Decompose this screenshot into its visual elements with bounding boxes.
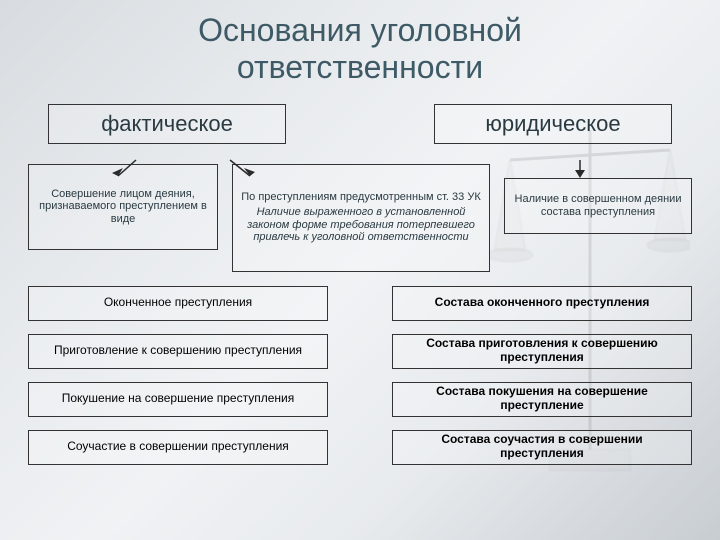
head-right: юридическое	[434, 104, 672, 144]
row-right: Состава покушения на совершение преступл…	[392, 382, 692, 417]
row-left: Покушение на совершение преступления	[28, 382, 328, 417]
desc-mid-top: По преступлениям предусмотренным ст. 33 …	[241, 191, 480, 204]
main-title: Основания уголовной ответственности	[0, 0, 720, 86]
desc-mid: По преступлениям предусмотренным ст. 33 …	[232, 164, 490, 272]
table-row: Соучастие в совершении преступления Сост…	[28, 430, 692, 465]
table-row: Оконченное преступления Состава оконченн…	[28, 286, 692, 321]
row-left: Соучастие в совершении преступления	[28, 430, 328, 465]
desc-right: Наличие в совершенном деянии состава пре…	[504, 178, 692, 234]
title-line2: ответственности	[0, 49, 720, 86]
table-row: Приготовление к совершению преступления …	[28, 334, 692, 369]
row-right: Состава оконченного преступления	[392, 286, 692, 321]
row-left: Оконченное преступления	[28, 286, 328, 321]
row-left: Приготовление к совершению преступления	[28, 334, 328, 369]
head-left: фактическое	[48, 104, 286, 144]
table-row: Покушение на совершение преступления Сос…	[28, 382, 692, 417]
arrow-mid-down-icon	[220, 158, 260, 182]
rows-grid: Оконченное преступления Состава оконченн…	[0, 272, 720, 465]
row-right: Состава приготовления к совершению прест…	[392, 334, 692, 369]
arrow-right-down-icon	[568, 158, 592, 182]
title-line1: Основания уголовной	[0, 12, 720, 49]
row-right: Состава соучастия в совершении преступле…	[392, 430, 692, 465]
desc-mid-body: Наличие выраженного в установленной зако…	[239, 206, 483, 244]
arrow-left-down-icon	[108, 158, 148, 182]
